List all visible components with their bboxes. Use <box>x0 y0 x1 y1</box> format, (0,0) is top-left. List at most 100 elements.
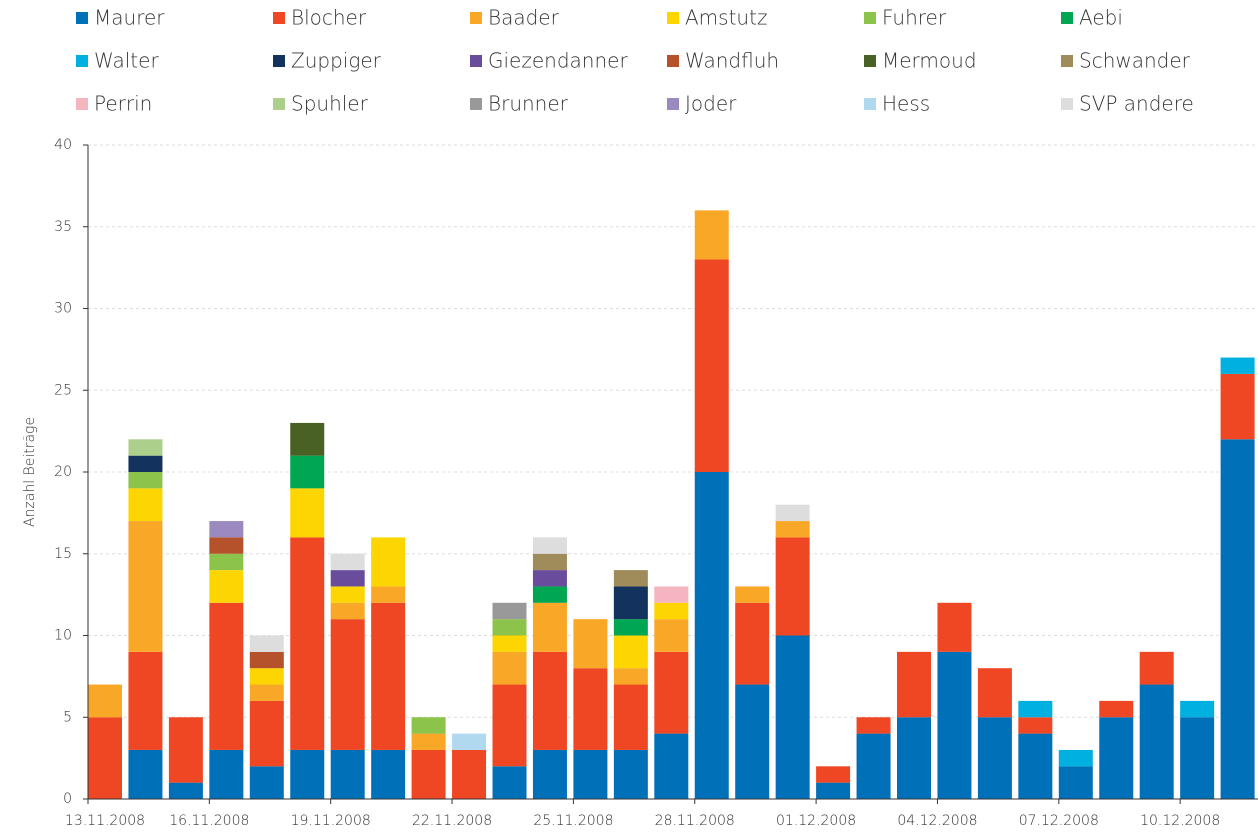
bar-segment <box>1139 651 1174 685</box>
legend-label: Spuhler <box>291 92 369 116</box>
legend-swatch <box>470 55 482 67</box>
y-tick-label: 35 <box>54 219 72 235</box>
bar-segment <box>1018 700 1053 718</box>
legend-swatch <box>273 12 285 24</box>
bar-segment <box>128 749 163 799</box>
bar-segment <box>371 537 406 587</box>
bar-segment <box>1099 700 1134 718</box>
bar-segment <box>735 586 770 603</box>
bar-segment <box>411 733 446 750</box>
bar-segment <box>290 455 325 489</box>
bar-segment <box>1180 700 1215 718</box>
bar-segment <box>613 586 648 620</box>
bar-segment <box>330 570 365 587</box>
legend-label: Joder <box>685 92 737 116</box>
bar-segment <box>613 635 648 669</box>
bar-segment <box>209 749 244 799</box>
y-tick-label: 30 <box>54 301 72 317</box>
legend-label: Baader <box>488 6 560 30</box>
bar-segment <box>168 782 203 799</box>
bar-segment <box>1099 717 1134 799</box>
legend-swatch <box>273 55 285 67</box>
legend-label: Schwander <box>1079 49 1191 73</box>
legend-label: Wandfluh <box>685 49 779 73</box>
x-tick-label: 19.11.2008 <box>291 813 371 829</box>
legend-label: Maurer <box>94 6 165 30</box>
bar-segment <box>128 439 163 456</box>
bar-segment <box>532 553 567 571</box>
bar-segment <box>856 717 891 734</box>
bar-segment <box>977 668 1012 718</box>
bar-segment <box>613 668 648 685</box>
bar-segment <box>856 733 891 799</box>
bar-segment <box>613 570 648 587</box>
y-tick-label: 25 <box>54 382 72 398</box>
bar-segment <box>452 749 487 799</box>
x-tick-label: 07.12.2008 <box>1019 813 1099 829</box>
bar-segment <box>128 521 163 652</box>
bar-segment <box>209 553 244 571</box>
bar-segment <box>128 455 163 472</box>
bar-segment <box>654 733 689 799</box>
y-tick-label: 20 <box>54 464 72 480</box>
bar-segment <box>532 570 567 587</box>
x-tick-label: 16.11.2008 <box>169 813 249 829</box>
bar-segment <box>492 635 527 652</box>
bar-segment <box>411 717 446 734</box>
legend-swatch <box>667 55 679 67</box>
legend-swatch <box>864 55 876 67</box>
bar-segment <box>290 537 325 750</box>
legend-swatch <box>667 12 679 24</box>
bar-segment <box>249 700 284 767</box>
bar-segment <box>249 651 284 669</box>
legend-swatch <box>1061 55 1073 67</box>
y-tick-label: 40 <box>54 137 72 153</box>
bar-segment <box>290 422 325 456</box>
bar-segment <box>816 782 851 799</box>
bar-segment <box>735 602 770 685</box>
bar-segment <box>775 537 810 636</box>
bar-segment <box>209 602 244 750</box>
bar-segment <box>330 749 365 799</box>
x-tick-label: 04.12.2008 <box>897 813 977 829</box>
bar-segment <box>532 586 567 603</box>
bar-segment <box>775 635 810 799</box>
bar-segment <box>88 684 122 718</box>
bar-segment <box>735 684 770 799</box>
bar-segment <box>937 602 972 652</box>
bar-segment <box>249 635 284 652</box>
bar-segment <box>694 259 729 472</box>
y-tick-label: 15 <box>54 546 72 562</box>
bar-segment <box>937 651 972 799</box>
bar-segment <box>128 488 163 522</box>
legend-label: Giezendanner <box>488 49 628 73</box>
legend-label: Mermoud <box>882 49 977 73</box>
legend-swatch <box>864 12 876 24</box>
bar-segment <box>532 537 567 554</box>
bar-segment <box>249 766 284 799</box>
bar-segment <box>775 504 810 522</box>
bar-segment <box>371 749 406 799</box>
bar-segment <box>897 717 931 799</box>
bar-segment <box>209 521 244 538</box>
bar-segment <box>654 619 689 652</box>
bar-segment <box>694 472 729 799</box>
legend-label: Hess <box>882 92 930 116</box>
legend-label: Fuhrer <box>882 6 947 30</box>
legend-swatch <box>76 98 88 110</box>
bar-segment <box>330 619 365 750</box>
bar-segment <box>492 602 527 620</box>
legend-label: Blocher <box>291 6 367 30</box>
bar-segment <box>168 717 203 783</box>
bar-segment <box>88 717 122 799</box>
bar-segment <box>775 521 810 538</box>
bar-segment <box>694 210 729 260</box>
y-tick-label: 0 <box>63 791 72 807</box>
legend-swatch <box>470 98 482 110</box>
legend-label: SVP andere <box>1079 92 1194 116</box>
x-tick-label: 13.11.2008 <box>65 813 145 829</box>
bar-segment <box>249 684 284 701</box>
bar-segment <box>654 602 689 620</box>
bar-segment <box>492 619 527 636</box>
